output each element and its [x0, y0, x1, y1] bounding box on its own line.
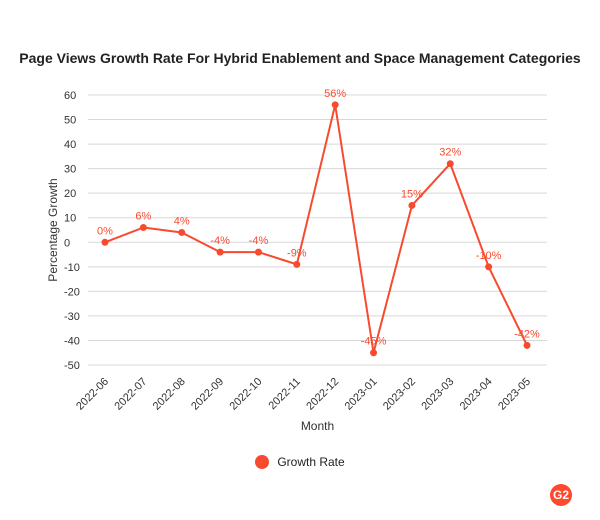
- y-tick-label: -10: [64, 262, 80, 274]
- data-label: -10%: [476, 250, 502, 262]
- series-line-growth-rate: [104, 103, 528, 354]
- x-tick-label: 2022-10: [228, 376, 265, 413]
- data-point: [216, 248, 224, 256]
- y-tick-label: -50: [64, 360, 80, 372]
- data-point: [293, 260, 301, 268]
- y-tick-label: 0: [64, 237, 70, 249]
- legend: Growth Rate: [0, 455, 600, 469]
- x-tick-label: 2023-02: [381, 376, 418, 413]
- y-tick-label: 40: [64, 139, 76, 151]
- data-label: -4%: [249, 235, 269, 247]
- legend-label-growth-rate: Growth Rate: [277, 455, 345, 469]
- x-tick-label: 2022-09: [189, 376, 226, 413]
- legend-swatch-growth-rate: [255, 455, 270, 469]
- x-tick-label: 2022-06: [74, 376, 111, 413]
- data-point: [523, 341, 531, 349]
- data-point: [485, 263, 493, 271]
- y-tick-label: -30: [64, 311, 80, 323]
- y-tick-label: 10: [64, 213, 76, 225]
- y-tick-label: -20: [64, 286, 80, 298]
- data-point: [331, 101, 339, 109]
- x-tick-label: 2022-12: [304, 376, 341, 413]
- x-tick-label: 2023-03: [419, 376, 456, 413]
- data-label: 0%: [97, 225, 113, 237]
- data-label: -45%: [361, 336, 387, 348]
- data-label: -42%: [514, 328, 540, 340]
- x-tick-label: 2023-01: [343, 376, 380, 413]
- data-point: [101, 238, 109, 246]
- data-point: [370, 349, 378, 357]
- data-label: 4%: [174, 215, 190, 227]
- data-label: -4%: [210, 235, 230, 247]
- data-label: 32%: [439, 147, 461, 159]
- x-tick-label: 2022-08: [151, 376, 188, 413]
- data-label: 6%: [135, 211, 151, 223]
- y-tick-label: -40: [64, 335, 80, 347]
- data-label: 56%: [324, 88, 346, 100]
- y-tick-label: 20: [64, 188, 76, 200]
- chart-title: Page Views Growth Rate For Hybrid Enable…: [19, 50, 581, 66]
- data-point: [139, 224, 147, 232]
- x-tick-label: 2023-04: [458, 376, 495, 413]
- y-tick-label: 60: [64, 90, 76, 102]
- x-tick-label: 2022-11: [266, 376, 302, 412]
- x-tick-label: 2023-05: [496, 376, 533, 413]
- y-tick-label: 50: [64, 115, 76, 127]
- x-axis-label: Month: [301, 419, 334, 433]
- data-point: [178, 228, 186, 236]
- data-label: 15%: [401, 188, 423, 200]
- y-axis-label: Percentage Growth: [46, 178, 60, 281]
- x-tick-label: 2022-07: [112, 376, 149, 413]
- data-label: -9%: [287, 247, 307, 259]
- data-point: [408, 201, 416, 209]
- g2-logo-icon: G2: [550, 484, 572, 506]
- y-tick-label: 30: [64, 164, 76, 176]
- data-point: [254, 248, 262, 256]
- data-point: [446, 160, 454, 168]
